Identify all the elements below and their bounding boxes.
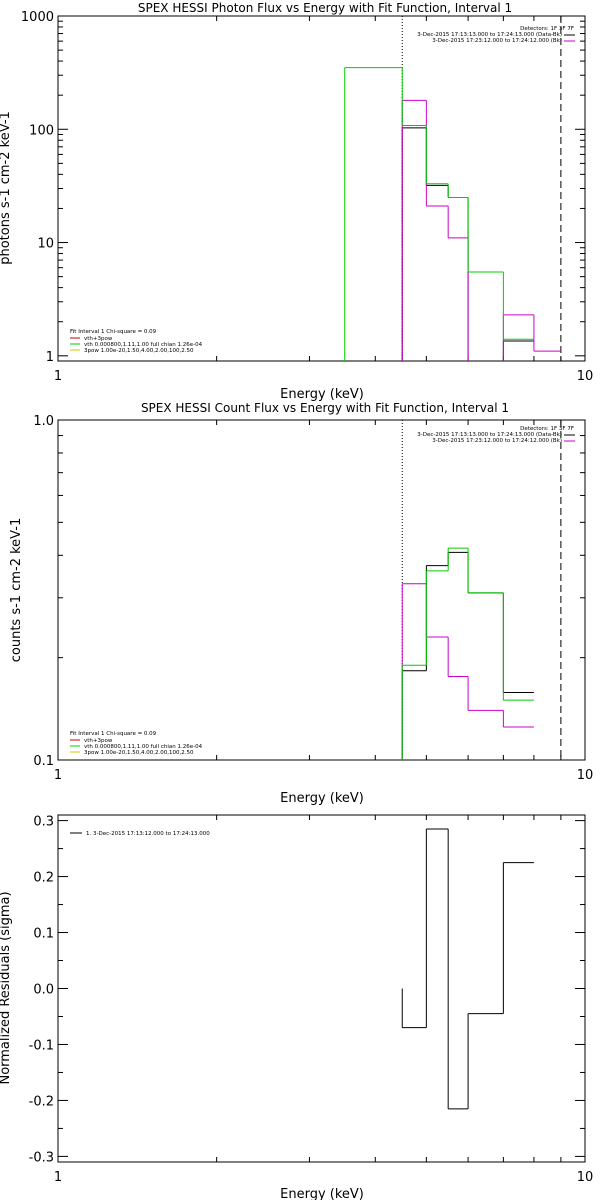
count-flux-x-tick-label: 10 xyxy=(577,768,594,783)
count-flux-legend-entry-bk: 3-Dec-2015 17:23:12.000 to 17:24:12.000 … xyxy=(432,438,562,444)
residuals-plot-frame xyxy=(57,814,586,1163)
residuals-y-tick-label: 0.2 xyxy=(33,871,54,886)
photon-flux-fit-entry-3pow: 3pow 1.00e-20,1.50,4.00,2.00,100,2.50 xyxy=(84,348,194,354)
photon-flux-axis-ticks xyxy=(58,15,585,362)
count-flux-fit-header: Fit Interval 1 Chi-square = 0.09 xyxy=(70,731,157,737)
residuals-y-tick-label: -0.3 xyxy=(29,1150,54,1165)
photon-flux-legend-bottom: Fit Interval 1 Chi-square = 0.09 vth+3po… xyxy=(70,329,203,354)
residuals-y-tick-label: 0.1 xyxy=(33,927,54,942)
photon-flux-y-tick-label: 10 xyxy=(37,237,54,252)
photon-flux-series xyxy=(344,16,562,361)
residuals-y-tick-label: -0.1 xyxy=(29,1038,54,1053)
count-flux-legend-header: Detectors: 1F 3F 7F xyxy=(520,426,574,432)
photon-flux-y-tick-label: 1000 xyxy=(21,10,54,25)
count-flux-tick-labels: 0.1 1.0 1 10 xyxy=(33,414,593,783)
photon-flux-tick-labels: 1 10 100 1000 1 10 xyxy=(21,10,593,384)
photon-flux-series-vth-3pow xyxy=(344,67,534,361)
count-flux-title: SPEX HESSI Count Flux vs Energy with Fit… xyxy=(141,401,509,415)
photon-flux-plot-frame xyxy=(57,15,586,362)
count-flux-series-3-dec-2015-17-23-12-000-to-17-24-12-000-bk xyxy=(401,583,534,760)
photon-flux-xlabel: Energy (keV) xyxy=(280,387,364,402)
residuals-y-tick-label: 0.3 xyxy=(33,815,54,830)
count-flux-axis-ticks xyxy=(58,419,585,761)
count-flux-fit-entry-3pow: 3pow 1.00e-20,1.50,4.00,2.00,100,2.50 xyxy=(84,750,194,756)
residuals-legend: 1. 3-Dec-2015 17:13:12.000 to 17:24:13.0… xyxy=(70,831,210,837)
count-flux-series xyxy=(401,420,562,760)
residuals-ylabel: Normalized Residuals (sigma) xyxy=(0,891,13,1084)
photon-flux-legend-top: Detectors: 1F 3F 7F 3-Dec-2015 17:13:13.… xyxy=(417,26,575,44)
photon-flux-fit-header: Fit Interval 1 Chi-square = 0.09 xyxy=(70,329,157,335)
count-flux-ylabel: counts s-1 cm-2 keV-1 xyxy=(9,518,24,663)
photon-flux-y-tick-label: 1 xyxy=(46,350,54,365)
count-flux-legend-entry-data: 3-Dec-2015 17:13:13.000 to 17:24:13.000 … xyxy=(417,432,562,438)
count-flux-series-vth-3pow xyxy=(401,547,534,760)
count-flux-fit-entry-vth: vth 0.000800,1.11,1.00 full chian 1.26e-… xyxy=(84,744,203,750)
photon-flux-legend-entry-bk: 3-Dec-2015 17:23:12.000 to 17:24:12.000 … xyxy=(432,38,562,44)
count-flux-y-tick-label: 1.0 xyxy=(33,414,54,429)
residuals-legend-entry: 1. 3-Dec-2015 17:13:12.000 to 17:24:13.0… xyxy=(86,831,210,837)
photon-flux-panel: SPEX HESSI Photon Flux vs Energy with Fi… xyxy=(0,1,593,402)
residuals-y-tick-label: -0.2 xyxy=(29,1094,54,1109)
count-flux-legend-bottom: Fit Interval 1 Chi-square = 0.09 vth+3po… xyxy=(70,731,203,756)
count-flux-fit-entry-total: vth+3pow xyxy=(84,738,113,744)
residuals-tick-labels: 0.3 0.2 0.1 0.0 -0.1 -0.2 -0.31 10 xyxy=(29,815,594,1185)
count-flux-plot-frame xyxy=(57,419,586,761)
residuals-axis-ticks xyxy=(58,815,585,1162)
residuals-series-1-3-dec-2015-17-13-12-000-to-17-24-13-000 xyxy=(401,828,534,1110)
photon-flux-title: SPEX HESSI Photon Flux vs Energy with Fi… xyxy=(138,1,512,15)
count-flux-panel: SPEX HESSI Count Flux vs Energy with Fit… xyxy=(9,401,593,806)
count-flux-legend-top: Detectors: 1F 3F 7F 3-Dec-2015 17:13:13.… xyxy=(417,426,575,444)
count-flux-xlabel: Energy (keV) xyxy=(280,791,364,806)
photon-flux-ylabel: photons s-1 cm-2 keV-1 xyxy=(0,111,13,265)
photon-flux-fit-entry-total: vth+3pow xyxy=(84,336,113,342)
photon-flux-y-tick-label: 100 xyxy=(29,123,54,138)
residuals-x-tick-label: 1 xyxy=(54,1170,62,1185)
photon-flux-x-tick-label: 10 xyxy=(577,369,594,384)
photon-flux-legend-header: Detectors: 1F 3F 7F xyxy=(520,26,574,32)
residuals-series xyxy=(401,828,534,1110)
residuals-panel: 0.3 0.2 0.1 0.0 -0.1 -0.2 -0.31 10 Energy (keV)… xyxy=(0,814,594,1200)
count-flux-y-tick-label: 0.1 xyxy=(33,754,54,769)
residuals-x-tick-label: 10 xyxy=(577,1170,594,1185)
photon-flux-fit-entry-vth: vth 0.000800,1.11,1.00 full chian 1.26e-… xyxy=(84,342,203,348)
photon-flux-x-tick-label: 1 xyxy=(54,369,62,384)
residuals-xlabel: Energy (keV) xyxy=(280,1187,364,1200)
count-flux-x-tick-label: 1 xyxy=(54,768,62,783)
photon-flux-legend-entry-data: 3-Dec-2015 17:13:13.000 to 17:24:13.000 … xyxy=(417,32,562,38)
residuals-y-tick-label: 0.0 xyxy=(33,983,54,998)
